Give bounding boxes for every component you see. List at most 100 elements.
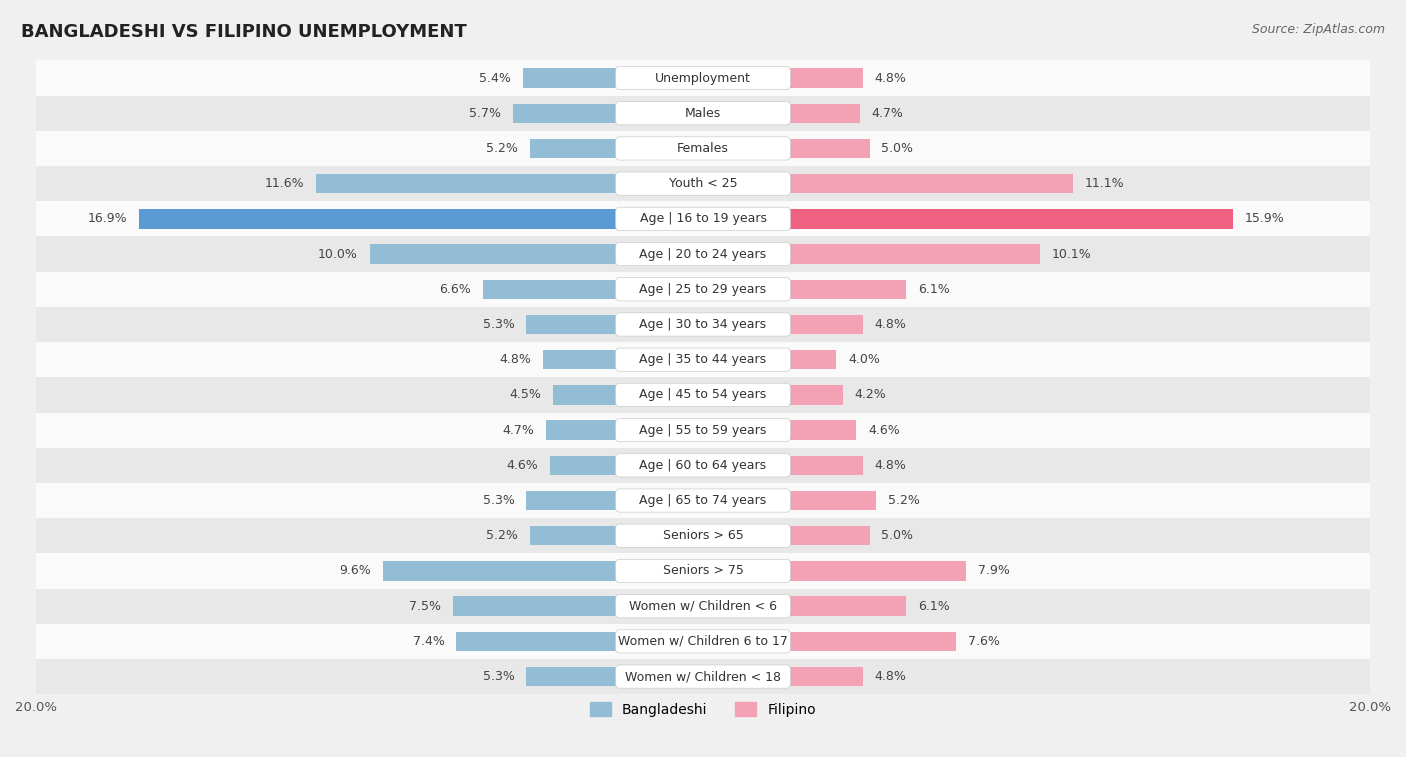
Text: Age | 35 to 44 years: Age | 35 to 44 years xyxy=(640,354,766,366)
Text: Age | 25 to 29 years: Age | 25 to 29 years xyxy=(640,283,766,296)
Bar xyxy=(530,139,703,158)
Text: 10.0%: 10.0% xyxy=(318,248,359,260)
Text: 4.8%: 4.8% xyxy=(875,318,907,331)
Text: 4.7%: 4.7% xyxy=(872,107,903,120)
Text: 11.6%: 11.6% xyxy=(264,177,305,190)
Bar xyxy=(37,272,1369,307)
Bar xyxy=(550,456,703,475)
Bar xyxy=(37,236,1369,272)
Text: 4.2%: 4.2% xyxy=(855,388,887,401)
Bar xyxy=(37,201,1369,236)
Text: 4.5%: 4.5% xyxy=(509,388,541,401)
Text: Seniors > 75: Seniors > 75 xyxy=(662,565,744,578)
Bar xyxy=(547,420,703,440)
FancyBboxPatch shape xyxy=(616,489,790,512)
Bar xyxy=(703,597,907,616)
FancyBboxPatch shape xyxy=(616,137,790,160)
FancyBboxPatch shape xyxy=(616,348,790,372)
FancyBboxPatch shape xyxy=(616,453,790,477)
Text: 5.2%: 5.2% xyxy=(486,529,517,542)
Legend: Bangladeshi, Filipino: Bangladeshi, Filipino xyxy=(585,696,821,722)
Bar xyxy=(703,526,870,546)
FancyBboxPatch shape xyxy=(616,67,790,89)
Text: Age | 65 to 74 years: Age | 65 to 74 years xyxy=(640,494,766,507)
Bar xyxy=(703,631,956,651)
Text: 4.8%: 4.8% xyxy=(499,354,531,366)
Bar xyxy=(316,174,703,193)
FancyBboxPatch shape xyxy=(616,594,790,618)
FancyBboxPatch shape xyxy=(616,630,790,653)
Text: 5.0%: 5.0% xyxy=(882,142,914,155)
Text: Youth < 25: Youth < 25 xyxy=(669,177,737,190)
Text: 11.1%: 11.1% xyxy=(1085,177,1125,190)
Text: Age | 60 to 64 years: Age | 60 to 64 years xyxy=(640,459,766,472)
Text: 5.2%: 5.2% xyxy=(889,494,920,507)
Text: 9.6%: 9.6% xyxy=(339,565,371,578)
Text: 5.3%: 5.3% xyxy=(482,318,515,331)
Text: Unemployment: Unemployment xyxy=(655,71,751,85)
Bar xyxy=(139,209,703,229)
Bar xyxy=(526,315,703,334)
Text: 5.3%: 5.3% xyxy=(482,670,515,683)
Bar xyxy=(37,131,1369,166)
Bar xyxy=(37,588,1369,624)
FancyBboxPatch shape xyxy=(616,172,790,195)
Bar xyxy=(37,61,1369,95)
Text: Women w/ Children < 18: Women w/ Children < 18 xyxy=(626,670,780,683)
Bar xyxy=(543,350,703,369)
Bar xyxy=(703,245,1040,263)
FancyBboxPatch shape xyxy=(616,383,790,407)
Text: Age | 30 to 34 years: Age | 30 to 34 years xyxy=(640,318,766,331)
Text: Males: Males xyxy=(685,107,721,120)
FancyBboxPatch shape xyxy=(616,419,790,442)
Text: Age | 16 to 19 years: Age | 16 to 19 years xyxy=(640,213,766,226)
Bar xyxy=(703,104,859,123)
Text: 4.6%: 4.6% xyxy=(868,424,900,437)
FancyBboxPatch shape xyxy=(616,524,790,547)
Bar xyxy=(703,667,863,687)
FancyBboxPatch shape xyxy=(616,278,790,301)
Bar xyxy=(382,561,703,581)
Text: 6.6%: 6.6% xyxy=(440,283,471,296)
Bar xyxy=(37,307,1369,342)
Text: 5.4%: 5.4% xyxy=(479,71,512,85)
Bar xyxy=(482,279,703,299)
Text: Age | 45 to 54 years: Age | 45 to 54 years xyxy=(640,388,766,401)
Bar xyxy=(703,139,870,158)
Bar xyxy=(703,315,863,334)
Bar xyxy=(530,526,703,546)
Text: 4.8%: 4.8% xyxy=(875,71,907,85)
Text: Females: Females xyxy=(678,142,728,155)
Bar xyxy=(37,95,1369,131)
Bar xyxy=(513,104,703,123)
Text: 4.6%: 4.6% xyxy=(506,459,538,472)
Text: Age | 20 to 24 years: Age | 20 to 24 years xyxy=(640,248,766,260)
Text: 5.2%: 5.2% xyxy=(486,142,517,155)
Text: 15.9%: 15.9% xyxy=(1244,213,1285,226)
Text: 4.8%: 4.8% xyxy=(875,670,907,683)
Bar xyxy=(37,377,1369,413)
Bar xyxy=(456,631,703,651)
FancyBboxPatch shape xyxy=(616,313,790,336)
FancyBboxPatch shape xyxy=(616,559,790,583)
Bar xyxy=(703,350,837,369)
Bar xyxy=(37,342,1369,377)
Text: 7.9%: 7.9% xyxy=(979,565,1010,578)
Text: 4.0%: 4.0% xyxy=(848,354,880,366)
Text: Source: ZipAtlas.com: Source: ZipAtlas.com xyxy=(1251,23,1385,36)
Text: 16.9%: 16.9% xyxy=(89,213,128,226)
Bar xyxy=(703,456,863,475)
Text: 7.6%: 7.6% xyxy=(969,635,1000,648)
Text: 7.4%: 7.4% xyxy=(413,635,444,648)
Text: 6.1%: 6.1% xyxy=(918,283,950,296)
Bar xyxy=(526,491,703,510)
Bar xyxy=(703,561,966,581)
Bar xyxy=(703,420,856,440)
Text: 10.1%: 10.1% xyxy=(1052,248,1091,260)
Text: 5.7%: 5.7% xyxy=(470,107,501,120)
Bar xyxy=(453,597,703,616)
Text: BANGLADESHI VS FILIPINO UNEMPLOYMENT: BANGLADESHI VS FILIPINO UNEMPLOYMENT xyxy=(21,23,467,41)
Text: 7.5%: 7.5% xyxy=(409,600,441,612)
Bar xyxy=(37,553,1369,588)
Text: 4.7%: 4.7% xyxy=(503,424,534,437)
